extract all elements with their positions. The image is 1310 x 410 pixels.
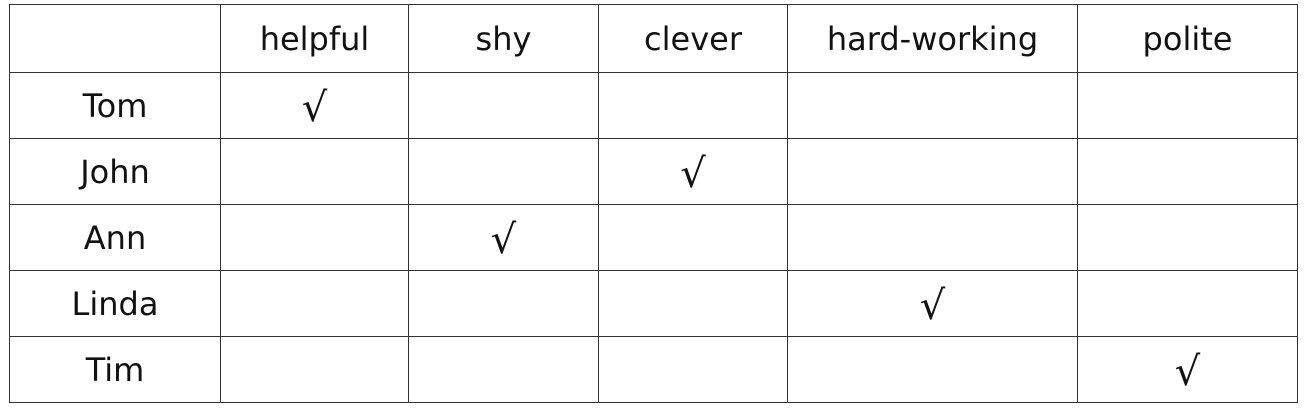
table-row: Linda √ xyxy=(9,270,1298,337)
table-cell xyxy=(220,138,409,205)
table-row: Tim √ xyxy=(9,336,1298,403)
row-name: Ann xyxy=(9,204,221,271)
table-cell: √ xyxy=(787,270,1078,337)
row-name: Linda xyxy=(9,270,221,337)
table-cell xyxy=(598,270,788,337)
table-cell xyxy=(1077,138,1298,205)
table-cell xyxy=(598,72,788,139)
table-cell xyxy=(598,336,788,403)
table-cell xyxy=(408,72,599,139)
check-mark-icon: √ xyxy=(919,282,946,329)
check-mark-icon: √ xyxy=(680,150,706,197)
table-cell xyxy=(220,204,409,271)
table-cell xyxy=(408,138,599,205)
table-cell xyxy=(787,138,1078,205)
table-row: John √ xyxy=(9,138,1298,205)
table-cell xyxy=(408,336,599,403)
table-cell xyxy=(787,336,1078,403)
table-cell xyxy=(1077,72,1298,139)
column-header: clever xyxy=(598,4,788,73)
table-cell xyxy=(220,336,409,403)
traits-table: helpful shy clever hard-working polite T… xyxy=(9,4,1298,403)
table-cell xyxy=(787,72,1078,139)
column-header: hard-working xyxy=(787,4,1078,73)
table-row: Tom √ xyxy=(9,72,1298,139)
row-name: Tim xyxy=(9,336,221,403)
table-cell: √ xyxy=(598,138,788,205)
table-cell: √ xyxy=(408,204,599,271)
row-name: Tom xyxy=(9,72,221,139)
table-cell: √ xyxy=(1077,336,1298,403)
column-header: polite xyxy=(1077,4,1298,73)
check-mark-icon: √ xyxy=(490,216,517,263)
table-row: Ann √ xyxy=(9,204,1298,271)
check-mark-icon: √ xyxy=(1174,348,1201,395)
table-cell xyxy=(408,270,599,337)
table-cell xyxy=(787,204,1078,271)
corner-cell xyxy=(9,4,221,73)
header-row: helpful shy clever hard-working polite xyxy=(9,4,1298,73)
column-header: helpful xyxy=(220,4,409,73)
row-name: John xyxy=(9,138,221,205)
table-cell xyxy=(598,204,788,271)
table-cell: √ xyxy=(220,72,409,139)
column-header: shy xyxy=(408,4,599,73)
table-cell xyxy=(1077,270,1298,337)
table-cell xyxy=(220,270,409,337)
check-mark-icon: √ xyxy=(301,84,328,131)
table-cell xyxy=(1077,204,1298,271)
